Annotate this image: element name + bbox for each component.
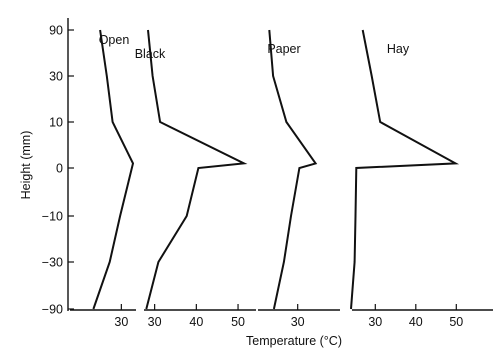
panel-hay: 30 40 50 Hay	[350, 29, 493, 329]
y-tick-label: 90	[49, 24, 63, 38]
x-tick-label: 30	[148, 315, 162, 329]
panel-paper: 30 Paper	[258, 29, 340, 329]
x-tick-label: 30	[291, 315, 305, 329]
x-axis-label: Temperature (°C)	[246, 334, 342, 348]
series-line-open	[92, 29, 135, 310]
x-tick-label: 30	[368, 315, 382, 329]
series-label: Open	[99, 33, 130, 47]
series-line-hay	[350, 29, 460, 310]
y-tick-label: 30	[49, 70, 63, 84]
chart-panels: 30 Open 30 40 50 Black 30 Paper 30 40 50 Hay	[70, 29, 493, 329]
y-tick-label: −10	[42, 210, 63, 224]
series-label: Hay	[387, 42, 410, 56]
x-tick-label: 50	[231, 315, 245, 329]
panel-open: 30 Open	[70, 29, 136, 329]
panel-black: 30 40 50 Black	[135, 29, 256, 329]
y-tick-label: 0	[56, 162, 63, 176]
y-tick-label: −90	[42, 303, 63, 317]
y-axis: 90 30 10 0 −10 −30 −90	[42, 18, 74, 317]
x-tick-label: 40	[189, 315, 203, 329]
y-tick-label: −30	[42, 256, 63, 270]
x-tick-label: 30	[114, 315, 128, 329]
series-line-black	[145, 29, 248, 310]
series-label: Black	[135, 47, 166, 61]
y-axis-label: Height (mm)	[19, 131, 33, 200]
x-tick-label: 40	[409, 315, 423, 329]
x-tick-label: 50	[449, 315, 463, 329]
y-tick-label: 10	[49, 116, 63, 130]
series-line-paper	[268, 29, 318, 310]
series-label: Paper	[267, 42, 300, 56]
